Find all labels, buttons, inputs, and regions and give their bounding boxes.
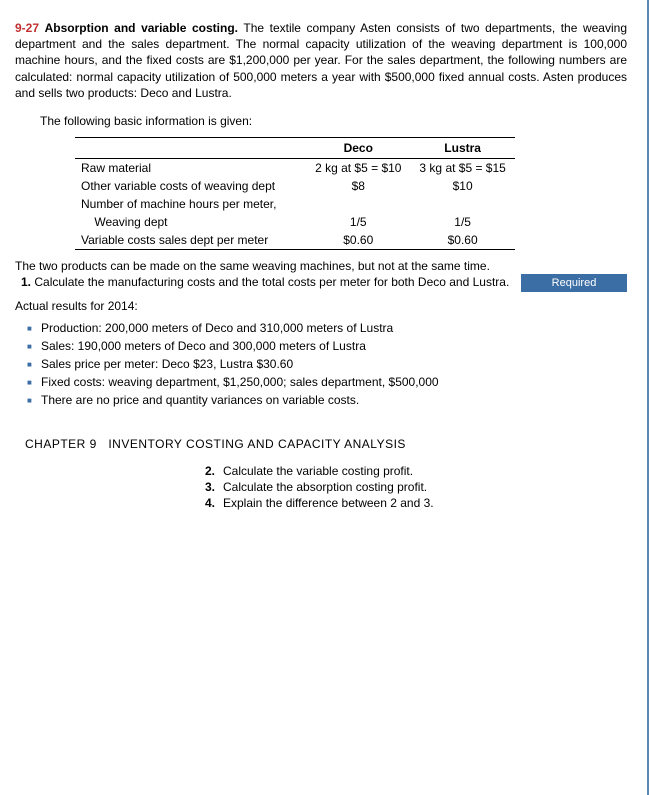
required-badge: Required xyxy=(521,274,627,292)
list-item: 2.Calculate the variable costing profit. xyxy=(205,463,627,479)
req1-num: 1. xyxy=(21,275,31,289)
table-row: Number of machine hours per meter, xyxy=(75,195,515,213)
page-container: 9-27 Absorption and variable costing. Th… xyxy=(0,0,649,795)
list-item: Production: 200,000 meters of Deco and 3… xyxy=(27,319,627,337)
chapter-heading: CHAPTER 9 INVENTORY COSTING AND CAPACITY… xyxy=(25,437,627,451)
col-blank xyxy=(75,138,306,159)
list-item: Sales: 190,000 meters of Deco and 300,00… xyxy=(27,337,627,355)
table-row: Other variable costs of weaving dept$8$1… xyxy=(75,177,515,195)
after-table-line: The two products can be made on the same… xyxy=(15,258,627,274)
list-item: Fixed costs: weaving department, $1,250,… xyxy=(27,373,627,391)
requirement-1-text-wrap: 1. Calculate the manufacturing costs and… xyxy=(15,275,511,289)
list-item: 4.Explain the difference between 2 and 3… xyxy=(205,495,627,511)
table-row: Raw material2 kg at $5 = $103 kg at $5 =… xyxy=(75,159,515,178)
table-header-row: Deco Lustra xyxy=(75,138,515,159)
given-line: The following basic information is given… xyxy=(15,113,627,129)
requirement-1-row: 1. Calculate the manufacturing costs and… xyxy=(15,274,627,292)
numbered-list: 2.Calculate the variable costing profit.… xyxy=(15,463,627,511)
table-row: Variable costs sales dept per meter$0.60… xyxy=(75,231,515,250)
col-deco: Deco xyxy=(306,138,410,159)
list-item: There are no price and quantity variance… xyxy=(27,391,627,409)
col-lustra: Lustra xyxy=(410,138,515,159)
intro-paragraph: 9-27 Absorption and variable costing. Th… xyxy=(15,20,627,101)
table-row: Weaving dept1/51/5 xyxy=(75,213,515,231)
problem-number: 9-27 xyxy=(15,21,39,35)
bullet-list: Production: 200,000 meters of Deco and 3… xyxy=(15,319,627,409)
problem-title: Absorption and variable costing. xyxy=(45,21,238,35)
list-item: Sales price per meter: Deco $23, Lustra … xyxy=(27,355,627,373)
table-body: Raw material2 kg at $5 = $103 kg at $5 =… xyxy=(75,159,515,250)
list-item: 3.Calculate the absorption costing profi… xyxy=(205,479,627,495)
data-table: Deco Lustra Raw material2 kg at $5 = $10… xyxy=(75,137,515,250)
req1-text: Calculate the manufacturing costs and th… xyxy=(34,275,509,289)
actual-results-heading: Actual results for 2014: xyxy=(15,298,627,314)
